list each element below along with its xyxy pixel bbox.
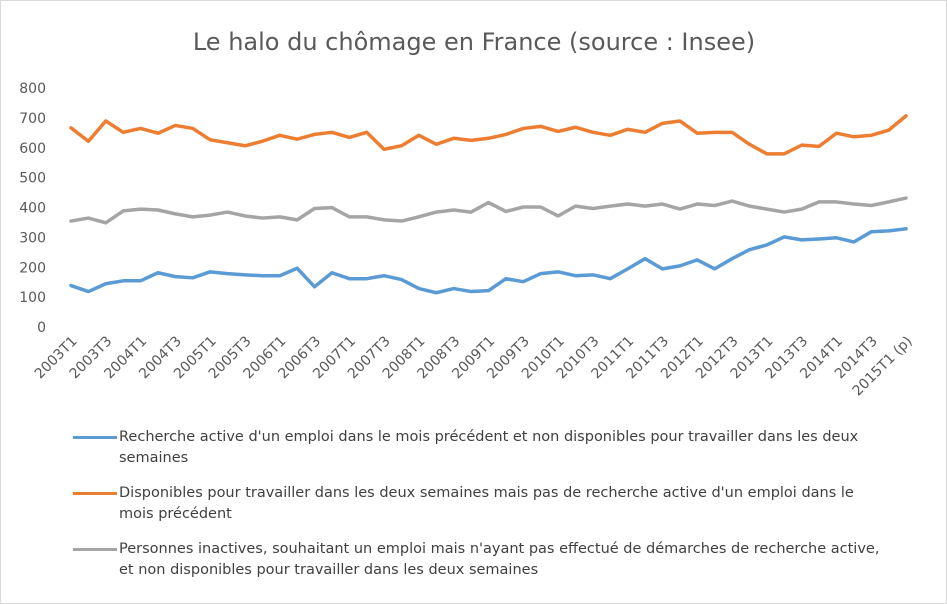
series-line xyxy=(69,227,908,295)
series-line xyxy=(69,196,908,225)
legend-swatch xyxy=(73,436,117,439)
y-tick-label: 400 xyxy=(19,201,46,217)
y-tick-label: 500 xyxy=(19,171,46,187)
y-tick-label: 600 xyxy=(19,141,46,157)
y-tick-label: 200 xyxy=(19,260,46,276)
legend-item: Disponibles pour travailler dans les deu… xyxy=(73,483,893,525)
legend-item: Personnes inactives, souhaitant un emplo… xyxy=(73,539,893,581)
legend-swatch xyxy=(73,492,117,495)
y-tick-label: 0 xyxy=(37,320,46,336)
y-tick-label: 100 xyxy=(19,290,46,306)
legend-label: Recherche active d'un emploi dans le moi… xyxy=(119,429,859,466)
legend-label: Disponibles pour travailler dans les deu… xyxy=(119,485,854,522)
legend-item: Recherche active d'un emploi dans le moi… xyxy=(73,427,893,469)
chart: Le halo du chômage en France (source : I… xyxy=(19,28,915,399)
y-tick-label: 700 xyxy=(19,111,46,127)
y-tick-label: 800 xyxy=(19,81,46,97)
legend-swatch xyxy=(73,548,117,551)
series-line xyxy=(69,114,908,156)
y-tick-label: 300 xyxy=(19,230,46,246)
chart-title: Le halo du chômage en France (source : I… xyxy=(193,28,755,56)
legend-label: Personnes inactives, souhaitant un emplo… xyxy=(119,541,880,578)
